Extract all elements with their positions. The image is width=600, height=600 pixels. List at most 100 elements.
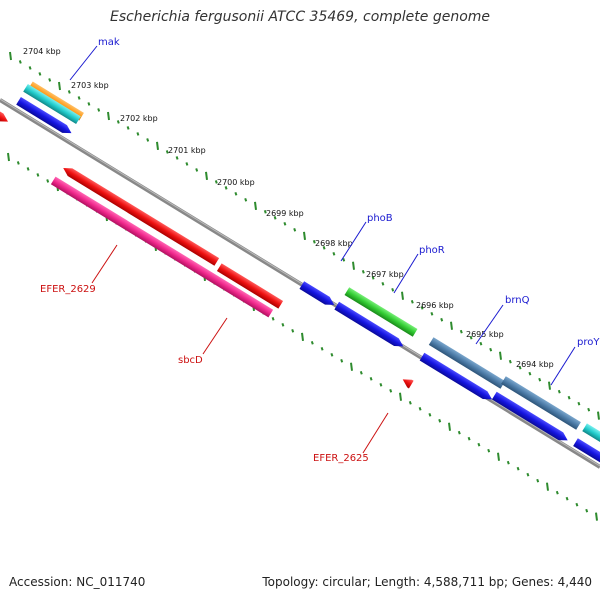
kbp-label: 2695 kbp [466, 330, 504, 339]
minor-tick [457, 430, 461, 435]
minor-tick [418, 406, 422, 411]
genome-backbone [0, 98, 600, 469]
minor-tick [587, 407, 591, 412]
gene-label-brnq[interactable]: brnQ [505, 295, 530, 306]
major-tick [399, 392, 402, 401]
minor-tick [518, 365, 522, 370]
major-tick [597, 411, 600, 420]
major-tick [350, 362, 353, 371]
gene-bar-blue-phob[interactable] [299, 281, 336, 309]
minor-tick [271, 317, 275, 321]
callout-line-efer2625 [362, 412, 389, 454]
gene-bar-steel-brnq[interactable] [428, 337, 506, 389]
minor-tick [565, 496, 569, 501]
minor-tick [555, 490, 559, 495]
minor-tick [430, 311, 434, 316]
minor-tick [508, 359, 512, 364]
gene-bar-red-short[interactable] [216, 263, 284, 309]
gene-label-efer2629[interactable]: EFER_2629 [40, 284, 96, 295]
kbp-label: 2704 kbp [23, 47, 61, 56]
minor-tick [214, 180, 218, 184]
minor-tick [477, 442, 481, 447]
minor-tick [291, 329, 295, 333]
minor-tick [28, 66, 32, 70]
gene-bar-cyan-edge[interactable] [582, 423, 600, 443]
minor-tick [322, 246, 326, 250]
minor-tick [361, 269, 365, 274]
gene-label-phob[interactable]: phoB [367, 213, 393, 224]
gene-bar-green-phor[interactable] [344, 287, 418, 337]
minor-tick [567, 395, 571, 400]
minor-tick [26, 167, 30, 171]
kbp-label: 2697 kbp [366, 270, 404, 279]
gene-label-sbcd[interactable]: sbcD [178, 355, 203, 366]
minor-tick [557, 389, 561, 394]
minor-tick [410, 299, 414, 304]
minor-tick [506, 460, 510, 465]
gene-bar-cyan[interactable] [23, 83, 81, 125]
kbp-label: 2700 kbp [217, 178, 255, 187]
genome-stats-text: Topology: circular; Length: 4,588,711 bp… [262, 575, 592, 589]
gene-bar-blue-edge[interactable] [573, 438, 600, 464]
gene-bar-red-edge[interactable] [0, 110, 10, 126]
gene-label-proy[interactable]: proY [577, 337, 600, 348]
gene-label-efer2625[interactable]: EFER_2625 [313, 453, 369, 464]
minor-tick [116, 120, 120, 124]
minor-tick [381, 281, 385, 286]
kbp-label: 2694 kbp [516, 360, 554, 369]
gene-label-phor[interactable]: phoR [419, 245, 445, 256]
kbp-label: 2702 kbp [120, 114, 158, 123]
gene-bar-pink-efer2629[interactable] [50, 176, 274, 318]
minor-tick [87, 102, 91, 106]
gene-label-mak[interactable]: mak [98, 37, 120, 48]
major-tick [301, 332, 304, 341]
callout-line-mak [69, 45, 98, 81]
minor-tick [332, 251, 336, 256]
minor-tick [408, 400, 412, 405]
minor-tick [479, 341, 483, 346]
major-tick [401, 291, 404, 300]
minor-tick [528, 371, 532, 376]
minor-tick [312, 240, 316, 244]
major-tick [499, 351, 502, 360]
minor-tick [487, 448, 491, 453]
minor-tick [77, 96, 81, 100]
kbp-label: 2701 kbp [168, 146, 206, 155]
callout-line-brnq [475, 304, 504, 345]
major-tick [548, 381, 551, 390]
minor-tick [342, 257, 346, 262]
gene-bar-steel-proy[interactable] [501, 376, 581, 430]
gene-bar-blue-proy-strand[interactable] [491, 391, 570, 445]
callout-line-phob [340, 221, 367, 262]
minor-tick [391, 287, 395, 292]
major-tick [7, 152, 10, 162]
major-tick [9, 51, 12, 61]
gene-bar-blue-brnq-strand[interactable] [419, 352, 495, 403]
major-tick [303, 231, 306, 240]
minor-tick [379, 382, 383, 387]
callout-line-sbcd [202, 317, 228, 355]
minor-tick [420, 305, 424, 310]
callout-lines [69, 45, 576, 454]
minor-tick [469, 335, 473, 340]
minor-tick [126, 126, 130, 130]
gene-bar-red-sbcd[interactable] [61, 164, 220, 266]
kbp-label: 2699 kbp [266, 209, 304, 218]
genome-backbone-shine [0, 98, 600, 467]
gene-features [0, 81, 600, 464]
major-tick [107, 111, 110, 121]
minor-tick [369, 376, 373, 381]
minor-tick [526, 472, 530, 477]
minor-tick [97, 108, 101, 112]
gene-bar-blue-phor-strand[interactable] [334, 301, 405, 350]
major-tick [448, 422, 451, 431]
major-tick [156, 141, 159, 151]
minor-tick [234, 192, 238, 196]
minor-tick [224, 186, 228, 190]
minor-tick [489, 347, 493, 352]
gene-bar-red-efer2625[interactable] [400, 376, 414, 389]
gene-bar-blue-mak[interactable] [16, 96, 74, 137]
minor-tick [146, 138, 150, 142]
kbp-labels: 2704 kbp 2703 kbp 2702 kbp 2701 kbp 2700… [23, 47, 554, 369]
